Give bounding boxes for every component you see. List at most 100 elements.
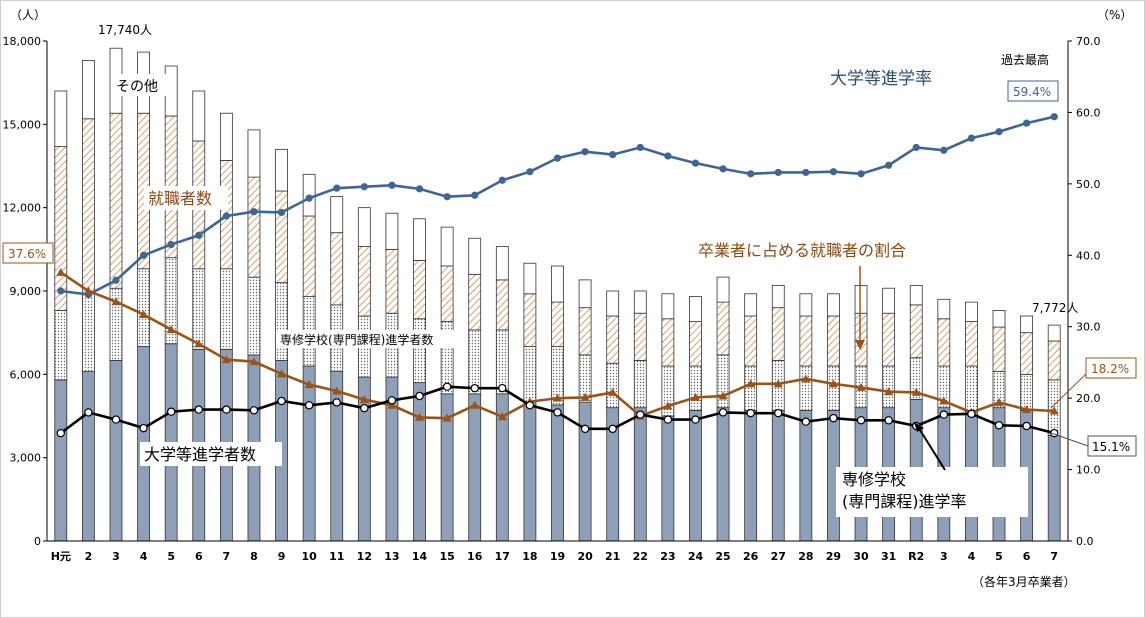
voc-rate-point — [470, 383, 479, 393]
left-tick-label: 9,000 — [10, 285, 42, 298]
bar-employed — [495, 279, 509, 331]
bar-employed — [357, 246, 371, 317]
bar-other — [827, 293, 840, 317]
bar-other — [468, 237, 482, 275]
voc-rate-point — [553, 408, 562, 417]
bar-employed — [413, 260, 426, 320]
univ-rate-point — [526, 168, 534, 176]
right-tick-label: 20.0 — [1076, 392, 1101, 405]
univ-rate-point — [691, 159, 700, 167]
emp-rate-last-leader — [1050, 373, 1087, 409]
bar-other — [523, 262, 537, 295]
emp-rate-point — [139, 310, 149, 319]
x-tick-label: 5 — [995, 550, 1003, 563]
x-tick-label: 9 — [278, 550, 286, 563]
univ-rate-point — [112, 276, 120, 284]
univ-rate-point — [912, 143, 920, 152]
emp-rate-point — [663, 401, 673, 410]
bar-vocational-count — [633, 360, 647, 409]
voc-rate-point — [608, 424, 617, 434]
bar-univ-count — [81, 371, 95, 542]
voc-rate-point — [994, 421, 1004, 430]
bar-employed — [385, 248, 399, 314]
voc-rate-point — [442, 382, 452, 391]
right-tick-label: 40.0 — [1076, 249, 1101, 262]
bar-other — [54, 90, 68, 147]
voc-rate-point — [636, 410, 645, 419]
bar-vocational-count — [523, 346, 537, 403]
bar-vocational-count — [689, 365, 702, 411]
bar-other — [606, 290, 620, 317]
voc-rate-point — [774, 408, 783, 418]
bar-vocational-count — [965, 365, 978, 411]
bar-other — [330, 196, 344, 234]
emp-rate-point — [690, 392, 700, 401]
bar-vocational-count — [192, 268, 206, 350]
x-tick-label: 13 — [384, 550, 399, 563]
bar-employed — [54, 146, 68, 311]
voc-rate-point — [277, 396, 286, 406]
label-voc-rate-line2: (専門課程)進学率 — [842, 492, 967, 511]
right-tick-label: 0.0 — [1076, 535, 1094, 548]
bar-other — [247, 129, 261, 178]
x-tick-label: 19 — [550, 550, 565, 563]
x-tick-label: 17 — [495, 550, 510, 563]
univ-rate-point — [940, 146, 948, 154]
left-tick-label: 18,000 — [3, 35, 42, 48]
bar-employed — [275, 190, 288, 284]
label-emp-rate-first: 37.6% — [8, 247, 46, 261]
x-tick-label: 7 — [223, 550, 231, 563]
bar-other — [413, 218, 426, 261]
emp-rate-first-box — [2, 242, 54, 264]
voc-rate-point — [415, 391, 424, 401]
label-voc-rate-last: 15.1% — [1092, 440, 1130, 454]
bar-employed — [799, 315, 813, 367]
univ-rate-point — [857, 170, 865, 178]
bar-employed — [109, 112, 123, 289]
x-tick-label: 5 — [167, 550, 175, 563]
bar-univ-count — [716, 407, 730, 542]
bar-other — [965, 301, 978, 322]
univ-rate-point — [277, 208, 286, 217]
bar-other — [440, 226, 454, 267]
label-voc-rate-line1: 専修学校 — [842, 470, 906, 489]
emp-rate-point — [553, 393, 562, 402]
x-tick-label: 11 — [329, 550, 344, 563]
x-tick-label: 27 — [771, 550, 786, 563]
x-tick-label: R2 — [908, 550, 924, 563]
bar-univ-count — [799, 410, 813, 542]
emp-rate-point — [773, 379, 783, 388]
bar-employed — [330, 232, 344, 306]
voc-rate-point — [856, 416, 866, 425]
emp-rate-point — [856, 382, 866, 391]
bar-employed — [716, 301, 730, 356]
voc-rate-point — [249, 406, 259, 415]
bar-other — [661, 293, 675, 320]
bar-other — [1020, 315, 1034, 334]
label-voc-count-bg — [276, 330, 460, 348]
axes: 0 3,000 6,000 9,000 12,000 15,000 18,000 0.0 10.… — [3, 35, 1101, 563]
bar-univ-count — [661, 415, 675, 542]
voc-rate-point — [56, 428, 65, 438]
bar-vocational-count — [54, 310, 68, 381]
voc-rate-point — [580, 424, 590, 434]
right-tick-label: 60.0 — [1076, 106, 1101, 119]
emp-rate-point — [166, 325, 176, 334]
x-tick-label: 29 — [826, 550, 841, 563]
univ-rate-point — [664, 152, 672, 160]
bar-employed — [81, 118, 95, 295]
emp-rate-point — [56, 267, 66, 276]
label-employed-bg — [144, 186, 228, 210]
bar-univ-count — [633, 407, 647, 542]
bar-other — [633, 290, 647, 314]
voc-rate-point — [691, 415, 700, 424]
bar-univ-count — [578, 401, 592, 542]
bar-employed — [468, 273, 482, 331]
x-tick-label: 23 — [660, 550, 675, 563]
voc-rate-last-leader — [1050, 432, 1089, 447]
univ-rate-point — [471, 191, 479, 199]
left-tick-label: 0 — [34, 535, 41, 548]
voc-rate-point — [222, 405, 231, 414]
emp-rate-point — [608, 387, 618, 396]
x-tick-label: 28 — [798, 550, 813, 563]
